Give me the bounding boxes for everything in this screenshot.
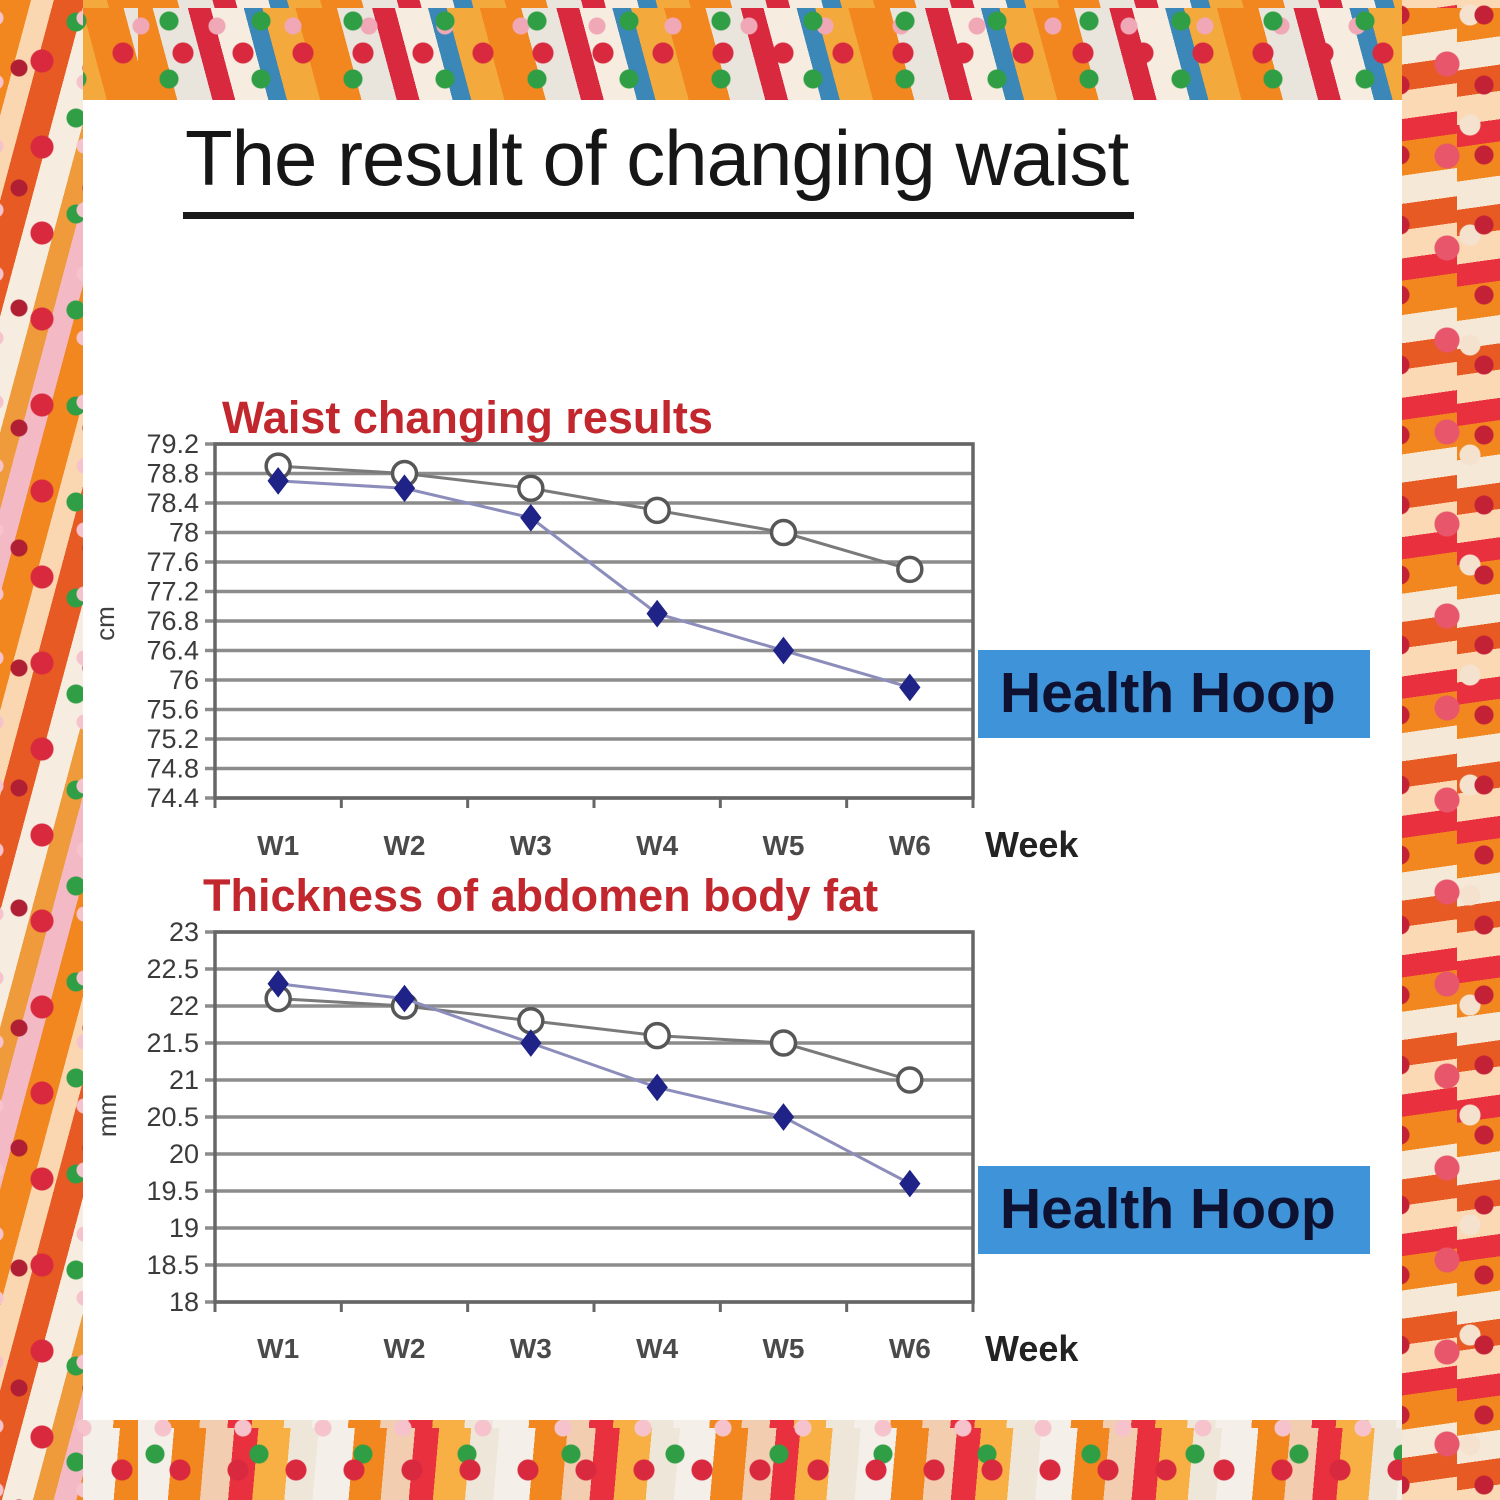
svg-text:74.8: 74.8 [146,754,199,784]
svg-text:W4: W4 [636,1333,678,1364]
svg-text:79.2: 79.2 [146,429,199,459]
svg-text:20.5: 20.5 [146,1102,199,1132]
svg-text:74.4: 74.4 [146,783,199,813]
chart1-plot: 79.278.878.47877.677.276.876.47675.675.2… [146,429,975,861]
svg-text:W2: W2 [384,830,426,861]
chart2-title: Thickness of abdomen body fat [203,870,879,921]
svg-text:78: 78 [169,518,199,548]
svg-text:20: 20 [169,1139,199,1169]
svg-text:78.4: 78.4 [146,488,199,518]
svg-text:76: 76 [169,665,199,695]
svg-text:77.2: 77.2 [146,577,199,607]
hoop-photo-border-top [83,0,1402,100]
svg-text:21: 21 [169,1065,199,1095]
chart2-x-axis-label: Week [985,1328,1079,1369]
svg-text:18: 18 [169,1287,199,1317]
page-title: The result of changing waist [183,117,1135,219]
svg-text:W4: W4 [636,830,678,861]
svg-text:75.2: 75.2 [146,724,199,754]
svg-text:21.5: 21.5 [146,1028,199,1058]
svg-text:23: 23 [169,917,199,947]
svg-text:W1: W1 [257,1333,299,1364]
hoop-photo-border-left [0,0,83,1500]
chart2-health-hoop-badge: Health Hoop [978,1166,1370,1254]
svg-text:W5: W5 [763,1333,805,1364]
svg-text:18.5: 18.5 [146,1250,199,1280]
svg-text:77.6: 77.6 [146,547,199,577]
svg-text:19: 19 [169,1213,199,1243]
chart2-plot: 23 22.5 22 21.5 21 20.5 20 19.5 19 18.5 18 W1 W2 W3 W4… [146,917,975,1364]
svg-text:76.4: 76.4 [146,636,199,666]
chart1-health-hoop-badge: Health Hoop [978,650,1370,738]
hoop-photo-border-right [1402,0,1500,1500]
svg-text:W2: W2 [384,1333,426,1364]
svg-text:78.8: 78.8 [146,459,199,489]
svg-text:75.6: 75.6 [146,695,199,725]
svg-text:W5: W5 [763,830,805,861]
svg-text:W3: W3 [510,1333,552,1364]
svg-text:W6: W6 [889,1333,931,1364]
hoop-photo-border-bottom [83,1420,1402,1500]
svg-text:W3: W3 [510,830,552,861]
svg-text:W1: W1 [257,830,299,861]
chart1-x-axis-label: Week [985,824,1079,865]
svg-text:22: 22 [169,991,199,1021]
chart1-title: Waist changing results [222,392,713,443]
svg-text:76.8: 76.8 [146,606,199,636]
svg-text:22.5: 22.5 [146,954,199,984]
svg-text:19.5: 19.5 [146,1176,199,1206]
svg-text:W6: W6 [889,830,931,861]
